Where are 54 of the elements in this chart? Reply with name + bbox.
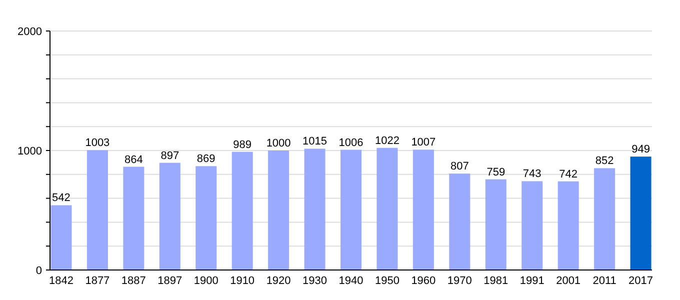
data-label: 1022 bbox=[374, 134, 400, 147]
data-label: 852 bbox=[595, 155, 614, 168]
data-label: 742 bbox=[559, 168, 578, 180]
x-tick-label: 1940 bbox=[338, 275, 364, 287]
bar bbox=[630, 156, 652, 270]
data-label: 807 bbox=[450, 160, 469, 173]
data-label: 1000 bbox=[266, 138, 291, 150]
x-tick-label: 1887 bbox=[121, 275, 146, 287]
bar bbox=[268, 150, 290, 270]
x-tick-label: 1991 bbox=[520, 275, 544, 287]
x-tick-label: 1950 bbox=[374, 275, 400, 287]
data-label: 989 bbox=[233, 138, 252, 151]
data-label: 1006 bbox=[338, 136, 364, 149]
x-tick-label: 1920 bbox=[266, 275, 291, 287]
data-label: 1015 bbox=[302, 136, 328, 148]
y-tick-label: 1000 bbox=[18, 145, 42, 158]
x-tick-label: 1877 bbox=[85, 275, 110, 287]
bar bbox=[304, 148, 326, 270]
data-label: 1007 bbox=[411, 136, 436, 149]
x-tick-label: 2011 bbox=[592, 275, 616, 287]
bar bbox=[594, 168, 616, 270]
x-tick-label: 1910 bbox=[230, 275, 255, 287]
data-label: 869 bbox=[196, 153, 216, 166]
bar bbox=[376, 148, 398, 270]
y-tick-label: 2000 bbox=[18, 26, 42, 38]
x-tick-label: 2017 bbox=[628, 275, 654, 287]
data-label: 1003 bbox=[85, 137, 110, 150]
bar bbox=[558, 181, 579, 270]
bar bbox=[232, 152, 253, 270]
x-tick-label: 1897 bbox=[158, 275, 182, 287]
data-label: 897 bbox=[160, 150, 180, 162]
bar bbox=[485, 179, 506, 270]
bar bbox=[86, 150, 108, 270]
bar bbox=[340, 150, 362, 270]
x-tick-label: 1970 bbox=[447, 275, 472, 287]
data-label: 542 bbox=[52, 192, 70, 204]
bar bbox=[522, 181, 543, 270]
data-label: 864 bbox=[124, 154, 143, 166]
data-label: 743 bbox=[522, 168, 542, 180]
y-tick-label: 0 bbox=[36, 264, 42, 277]
bar bbox=[412, 150, 434, 270]
bar bbox=[50, 205, 72, 270]
x-tick-label: 1930 bbox=[302, 275, 328, 287]
x-tick-label: 2001 bbox=[556, 275, 581, 287]
bar bbox=[196, 166, 217, 270]
data-label: 949 bbox=[632, 144, 650, 156]
bar bbox=[123, 166, 144, 270]
data-label: 759 bbox=[486, 166, 506, 178]
x-tick-label: 1900 bbox=[194, 275, 218, 287]
x-tick-label: 1960 bbox=[411, 275, 436, 287]
bar bbox=[449, 174, 470, 270]
x-tick-label: 1981 bbox=[484, 275, 508, 287]
x-tick-label: 1842 bbox=[48, 275, 74, 287]
bar bbox=[159, 162, 180, 270]
